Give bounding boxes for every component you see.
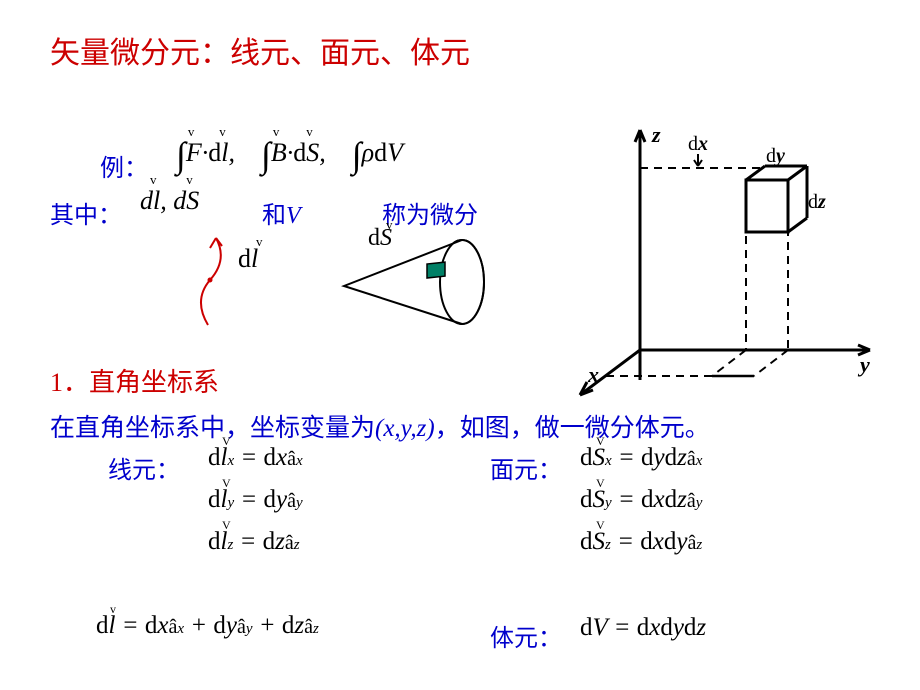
cone-diagram	[332, 232, 502, 337]
section-1-description: 在直角坐标系中，坐标变量为(x,y,z)，如图，做一微分体元。	[50, 408, 710, 444]
section-1-heading: 1．直角坐标系	[50, 362, 219, 399]
ds-label: v dS	[368, 225, 392, 252]
volume-element-label: 体元：	[490, 618, 562, 653]
eq-dlx: V dlx = dxâx	[208, 444, 303, 472]
svg-text:z: z	[651, 122, 661, 147]
dl-label: v dl	[238, 244, 258, 274]
eq-dsy: V dSy = dxdzây	[580, 486, 702, 514]
svg-text:dx: dx	[688, 133, 708, 155]
svg-text:dy: dy	[766, 145, 785, 167]
integral-expressions: ∫vF·dvl, ∫vB·dvS, ∫ρdV	[176, 128, 403, 170]
eq-dlz: V dlz = dzâz	[208, 528, 300, 556]
example-label: 例：	[100, 148, 148, 183]
svg-text:dz: dz	[808, 191, 826, 213]
and-text: 和V	[262, 195, 301, 230]
where-math: dvl, dvS	[140, 186, 199, 216]
eq-dsx: V dSx = dydzâx	[580, 444, 702, 472]
eq-dly: V dly = dyây	[208, 486, 303, 514]
eq-dl-sum: v dl = dxâx + dyây + dzâz	[96, 612, 319, 640]
eq-dv: dV = dxdydz	[580, 614, 706, 642]
cartesian-cube-diagram: z y x dx dy dz	[560, 120, 890, 405]
svg-text:x: x	[587, 362, 599, 387]
eq-dsz: V dSz = dxdyâz	[580, 528, 702, 556]
face-element-label: 面元：	[490, 450, 562, 485]
page-title: 矢量微分元：线元、面元、体元	[50, 28, 470, 72]
where-label: 其中：	[50, 195, 122, 230]
line-element-label: 线元：	[108, 450, 180, 485]
called-text: 称为微分	[382, 195, 478, 230]
